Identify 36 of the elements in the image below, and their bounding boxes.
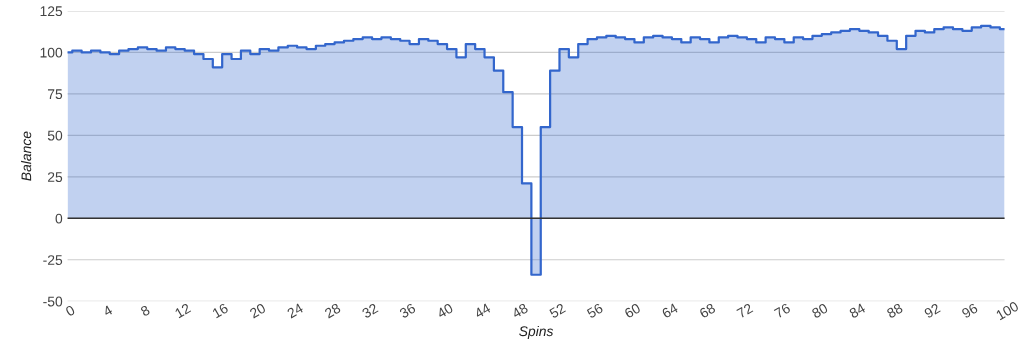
x-tick-label: 32 bbox=[361, 302, 379, 319]
x-tick-label: 44 bbox=[473, 302, 492, 319]
x-tick-label: 88 bbox=[886, 302, 904, 319]
x-tick-label: 84 bbox=[848, 302, 867, 319]
y-tick-label: 0 bbox=[55, 213, 63, 224]
y-tick-label: -50 bbox=[43, 296, 63, 307]
y-tick-label: 125 bbox=[40, 6, 63, 17]
x-tick-label: 12 bbox=[174, 302, 192, 319]
x-tick-label: 24 bbox=[286, 302, 304, 319]
x-tick-label: 20 bbox=[249, 302, 267, 319]
x-tick-label: 76 bbox=[773, 302, 791, 319]
y-axis-title: Balance bbox=[21, 131, 32, 181]
x-tick-label: 72 bbox=[736, 302, 754, 319]
y-tick-label: -25 bbox=[43, 255, 63, 265]
x-tick-label: 8 bbox=[139, 304, 151, 317]
x-tick-label: 48 bbox=[511, 302, 529, 319]
x-tick-label: 60 bbox=[623, 302, 642, 319]
x-tick-label: 92 bbox=[923, 302, 941, 319]
x-tick-label: 56 bbox=[586, 302, 604, 319]
y-tick-label: 100 bbox=[40, 47, 63, 58]
y-tick-label: 75 bbox=[47, 89, 63, 100]
x-tick-label: 28 bbox=[324, 302, 342, 319]
x-tick-label: 68 bbox=[698, 302, 716, 319]
x-tick-label: 36 bbox=[398, 302, 417, 319]
x-tick-label: 52 bbox=[548, 302, 566, 319]
x-axis-title: Spins bbox=[519, 325, 554, 339]
x-tick-label: 96 bbox=[961, 302, 979, 319]
x-tick-label: 64 bbox=[661, 302, 679, 319]
x-tick-label: 4 bbox=[102, 304, 114, 317]
x-tick-label: 100 bbox=[995, 300, 1020, 321]
x-tick-label: 16 bbox=[211, 302, 229, 319]
y-tick-label: 25 bbox=[47, 172, 63, 182]
y-tick-label: 50 bbox=[47, 130, 63, 141]
x-tick-label: 40 bbox=[436, 302, 454, 319]
x-tick-label: 80 bbox=[811, 302, 829, 319]
x-tick-label: 0 bbox=[64, 304, 76, 317]
